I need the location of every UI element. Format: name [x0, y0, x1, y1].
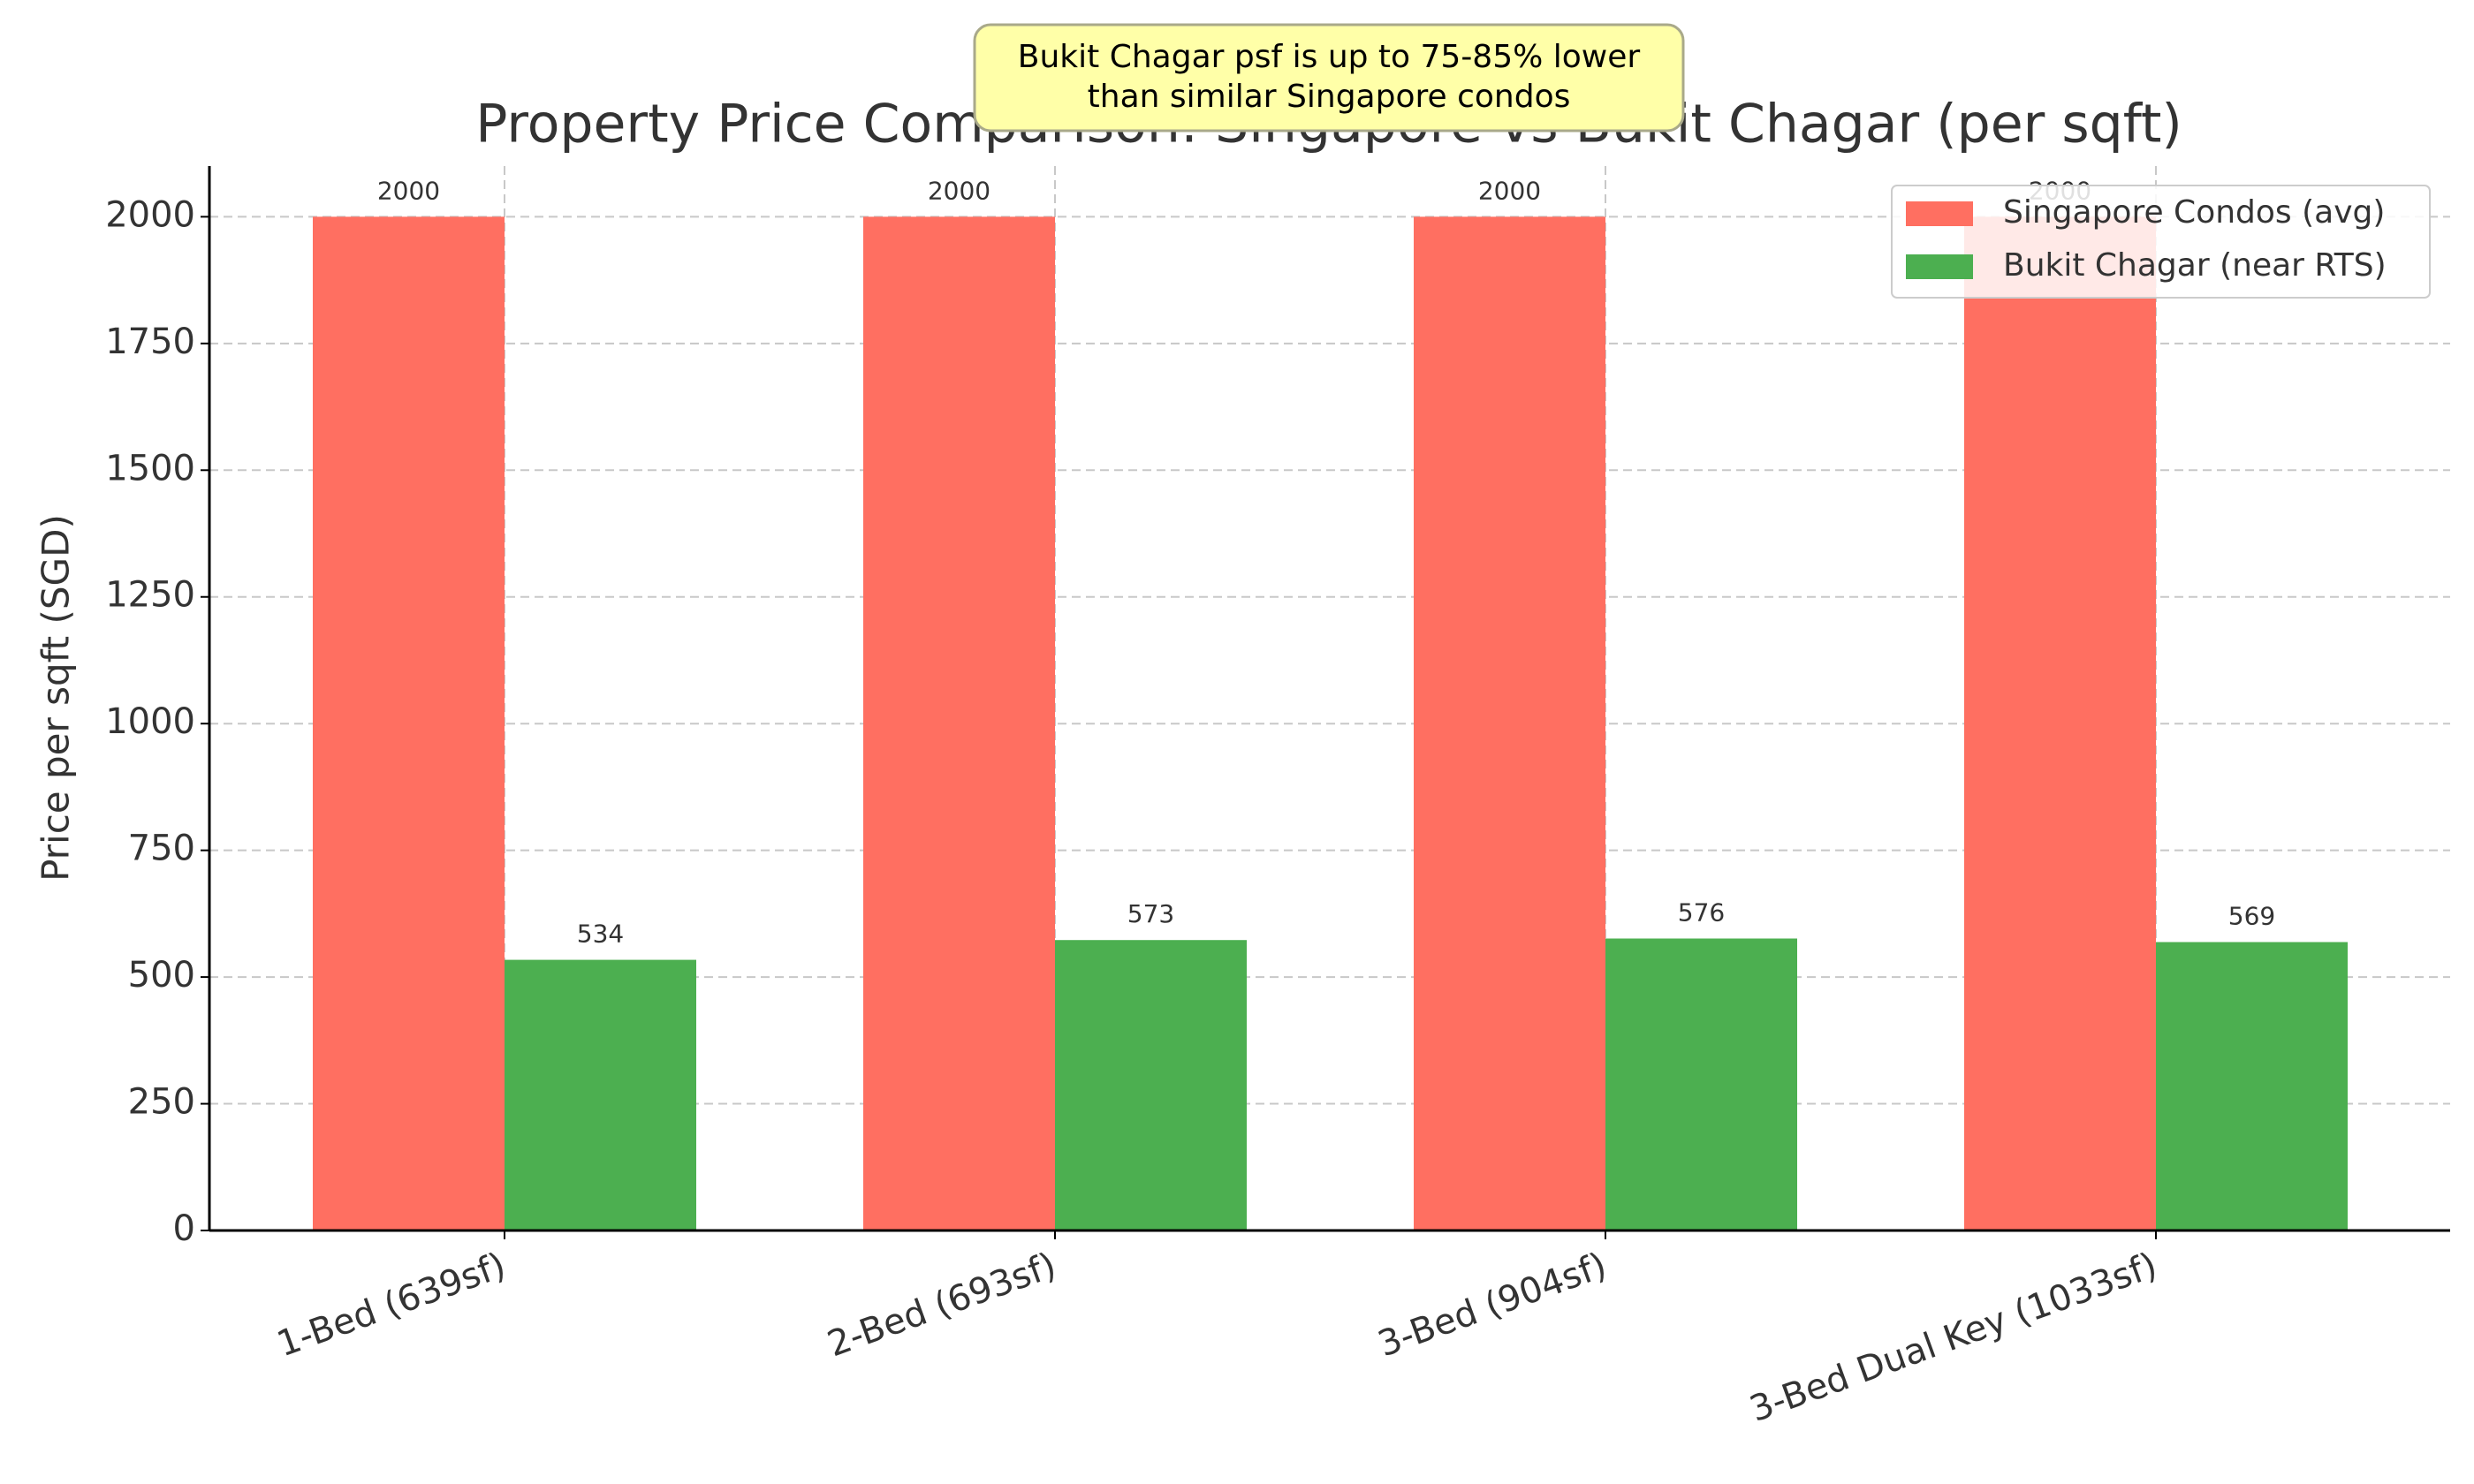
annotation-text: than similar Singapore condos — [1088, 79, 1571, 115]
y-tick-label: 1500 — [105, 448, 195, 488]
legend-swatch — [1906, 201, 1973, 226]
bar — [313, 216, 505, 1230]
bar — [863, 216, 1055, 1230]
y-tick-label: 2000 — [105, 194, 195, 235]
value-label: 576 — [1678, 897, 1725, 927]
value-label: 2000 — [928, 176, 990, 205]
legend-box — [1891, 185, 2431, 299]
annotation-box — [973, 23, 1685, 132]
y-tick-label: 1750 — [105, 322, 195, 362]
legend-swatch — [1906, 254, 1973, 279]
x-tick-label: 3-Bed (904sf) — [1373, 1246, 1612, 1366]
annotation-text: Bukit Chagar psf is up to 75-85% lower — [1018, 39, 1641, 75]
bar — [505, 959, 696, 1230]
annotation: Bukit Chagar psf is up to 75-85% lower th… — [973, 23, 1685, 132]
y-tick-label: 1250 — [105, 575, 195, 616]
legend-label: Singapore Condos (avg) — [2003, 194, 2385, 231]
y-tick-label: 1000 — [105, 701, 195, 742]
x-tick-label: 3-Bed Dual Key (1033sf) — [1744, 1246, 2162, 1431]
value-label: 569 — [2228, 902, 2275, 931]
y-tick-label: 750 — [128, 829, 195, 869]
value-label: 573 — [1127, 899, 1174, 928]
bar — [1605, 938, 1797, 1230]
legend-label: Bukit Chagar (near RTS) — [2003, 247, 2387, 284]
bar — [1055, 940, 1247, 1230]
bar — [2156, 942, 2348, 1230]
legend: Singapore Condos (avg) Bukit Chagar (near… — [1891, 185, 2431, 299]
y-tick-label: 0 — [173, 1208, 195, 1249]
bar — [1414, 216, 1605, 1230]
x-tick-label: 1-Bed (639sf) — [272, 1246, 511, 1366]
value-label: 2000 — [377, 176, 440, 205]
x-tick-label: 2-Bed (693sf) — [823, 1246, 1061, 1366]
value-label: 2000 — [1478, 176, 1541, 205]
value-label: 534 — [577, 920, 624, 949]
bar — [1964, 216, 2156, 1230]
y-tick-label: 500 — [128, 955, 195, 996]
y-tick-label: 250 — [128, 1082, 195, 1123]
y-axis-label: Price per sqft (SGD) — [34, 514, 78, 882]
